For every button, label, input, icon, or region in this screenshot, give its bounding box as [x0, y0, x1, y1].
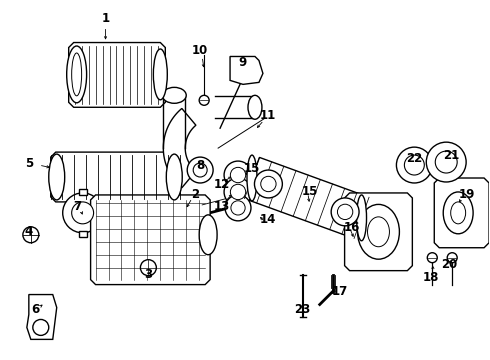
Text: 9: 9 [238, 56, 246, 69]
Circle shape [141, 260, 156, 276]
Text: 17: 17 [332, 285, 348, 298]
Text: 21: 21 [443, 149, 459, 162]
Ellipse shape [247, 155, 257, 201]
Text: 20: 20 [441, 258, 457, 271]
Ellipse shape [166, 154, 182, 200]
Polygon shape [163, 95, 185, 148]
Circle shape [331, 198, 359, 226]
Text: 11: 11 [260, 109, 276, 122]
Polygon shape [230, 57, 263, 84]
Ellipse shape [72, 53, 82, 96]
Circle shape [23, 227, 39, 243]
Text: 19: 19 [459, 188, 475, 202]
Ellipse shape [67, 46, 87, 103]
Circle shape [404, 155, 424, 175]
Ellipse shape [162, 87, 186, 103]
Circle shape [230, 167, 245, 183]
Ellipse shape [248, 95, 262, 119]
Circle shape [224, 161, 252, 189]
Text: 1: 1 [101, 12, 110, 25]
Circle shape [261, 176, 276, 192]
Text: 5: 5 [24, 157, 33, 170]
Ellipse shape [451, 202, 465, 224]
Ellipse shape [368, 217, 390, 247]
Text: 3: 3 [145, 268, 152, 281]
Bar [78, 231, 87, 237]
Polygon shape [91, 195, 210, 285]
Circle shape [426, 142, 466, 182]
Circle shape [63, 193, 102, 233]
Circle shape [224, 178, 252, 206]
Text: 12: 12 [214, 179, 230, 192]
Circle shape [33, 319, 49, 336]
Polygon shape [27, 294, 57, 339]
Circle shape [72, 202, 94, 224]
Text: 16: 16 [343, 221, 360, 234]
Circle shape [338, 204, 353, 220]
Ellipse shape [358, 204, 399, 259]
Circle shape [427, 253, 437, 263]
Polygon shape [69, 42, 165, 107]
Text: 7: 7 [74, 201, 82, 213]
Polygon shape [163, 108, 196, 188]
Circle shape [447, 253, 457, 263]
Text: 14: 14 [260, 213, 276, 226]
Circle shape [230, 184, 245, 200]
Text: 15: 15 [301, 185, 318, 198]
Text: 10: 10 [192, 44, 208, 57]
Text: 8: 8 [196, 158, 204, 172]
Ellipse shape [153, 49, 167, 100]
Circle shape [254, 170, 282, 198]
Polygon shape [434, 178, 489, 248]
Bar [78, 189, 87, 195]
Circle shape [199, 95, 209, 105]
Circle shape [231, 201, 245, 215]
Circle shape [225, 195, 251, 221]
Text: 23: 23 [294, 303, 310, 316]
Text: 18: 18 [423, 271, 440, 284]
Text: 6: 6 [32, 303, 40, 316]
Text: 15: 15 [244, 162, 260, 175]
Ellipse shape [443, 192, 473, 234]
Circle shape [396, 147, 432, 183]
Polygon shape [245, 157, 369, 238]
Polygon shape [344, 193, 413, 271]
Polygon shape [215, 96, 255, 118]
Circle shape [435, 151, 457, 173]
Polygon shape [51, 152, 180, 202]
Text: 4: 4 [24, 225, 33, 238]
Text: 13: 13 [214, 201, 230, 213]
Ellipse shape [49, 154, 65, 200]
Text: 22: 22 [406, 152, 422, 165]
Circle shape [187, 157, 213, 183]
Text: 2: 2 [191, 188, 199, 202]
Ellipse shape [357, 195, 367, 241]
Circle shape [193, 163, 207, 177]
Ellipse shape [199, 215, 217, 255]
